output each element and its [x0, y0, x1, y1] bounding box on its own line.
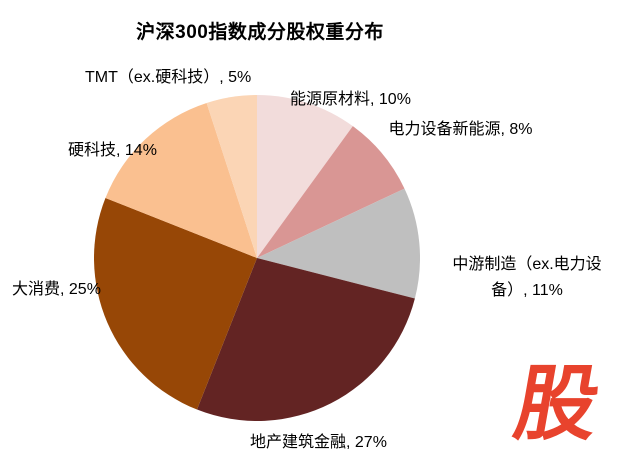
- stock-logo: 股: [508, 359, 607, 450]
- data-label-hardtech: 硬科技, 14%: [68, 142, 157, 159]
- pie-slice-consumer: [94, 198, 257, 410]
- data-label-power: 电力设备新能源, 8%: [388, 121, 533, 138]
- data-label-tmt: TMT（ex.硬科技）, 5%: [85, 69, 252, 86]
- pie-slice-midstream: [257, 188, 420, 299]
- data-label-realestate: 地产建筑金融, 27%: [250, 434, 387, 451]
- chart-title: 沪深300指数成分股权重分布: [136, 22, 384, 43]
- pie-slice-power: [257, 126, 405, 258]
- pie-slice-energy: [257, 95, 353, 258]
- pie-chart: [94, 95, 420, 421]
- pie-slice-hardtech: [105, 102, 257, 258]
- data-label-energy: 能源原材料, 10%: [290, 91, 411, 108]
- pie-slice-realestate: [197, 258, 415, 421]
- data-label-midstream: 中游制造（ex.电力设备）, 11%: [452, 256, 602, 299]
- pie-slice-tmt: [206, 95, 257, 258]
- data-label-consumer: 大消费, 25%: [12, 281, 101, 298]
